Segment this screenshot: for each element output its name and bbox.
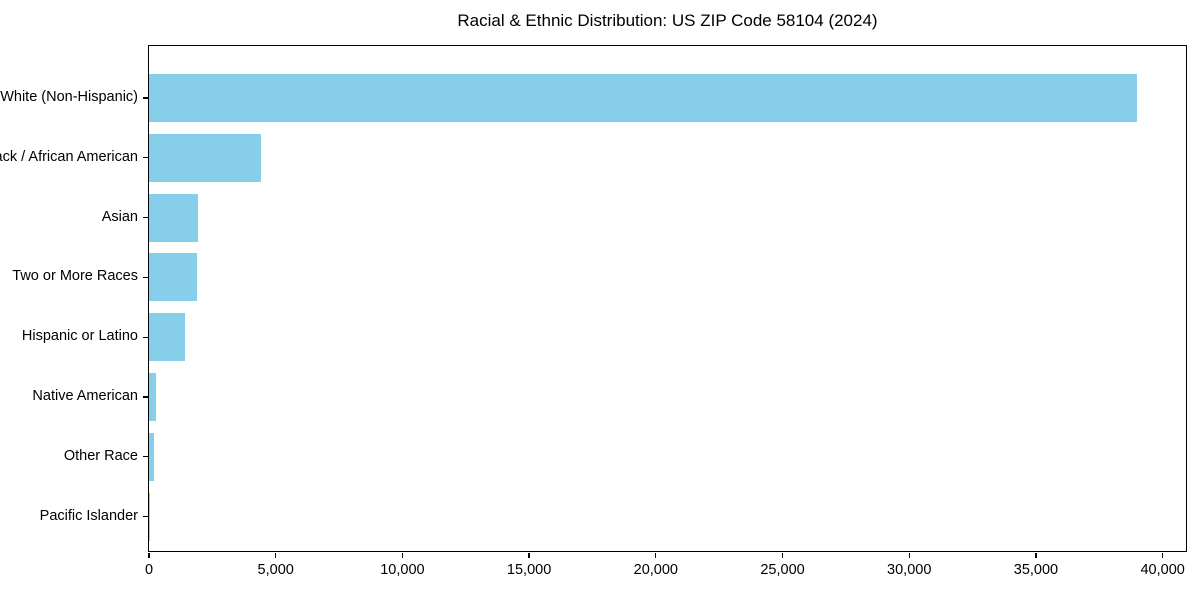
bar-native-american [149, 373, 157, 421]
x-axis-tick [655, 553, 657, 558]
x-tick-label: 10,000 [380, 562, 425, 578]
x-axis-tick [1162, 553, 1164, 558]
x-tick-label: 30,000 [887, 562, 932, 578]
y-tick-label: Two or More Races [12, 268, 138, 285]
x-axis-tick [401, 553, 404, 558]
bar-hispanic-or-latino [149, 313, 185, 362]
bar-two-or-more-races [149, 253, 198, 302]
bar-white-non-hispanic [149, 74, 1138, 122]
y-axis-tick [142, 396, 148, 398]
y-axis-tick [142, 276, 148, 279]
x-axis-tick [908, 553, 910, 558]
y-axis-tick [142, 216, 148, 219]
bar-asian [149, 193, 199, 242]
y-axis-tick [142, 456, 148, 458]
x-tick-label: 35,000 [1013, 562, 1059, 578]
x-axis-tick [148, 553, 150, 558]
y-tick-label: Other Race [63, 447, 138, 464]
x-tick-label: 40,000 [1140, 562, 1185, 578]
y-tick-label: Native American [32, 388, 138, 404]
y-axis-tick [142, 336, 148, 338]
x-axis-tick [528, 553, 530, 558]
y-tick-label: Asian [101, 208, 138, 225]
y-tick-label: Pacific Islander [39, 507, 138, 524]
x-tick-label: 5,000 [257, 562, 294, 578]
y-tick-label: Black / African American [0, 148, 138, 165]
x-tick-label: 25,000 [760, 562, 805, 578]
x-tick-label: 20,000 [633, 562, 679, 578]
plot-area: White (Non-Hispanic) Black / African Amer… [0, 45, 1187, 578]
y-tick-label: Hispanic or Latino [21, 328, 138, 345]
x-axis-tick [275, 553, 277, 558]
y-axis-tick [142, 97, 148, 99]
x-axis-tick [1035, 553, 1037, 558]
chart-title: Racial & Ethnic Distribution: US ZIP Cod… [457, 11, 878, 30]
x-axis-tick [781, 553, 784, 558]
x-tick-label: 0 [144, 562, 154, 578]
x-tick-label: 15,000 [506, 562, 552, 578]
bar-other-race [149, 432, 154, 481]
y-axis-tick [142, 515, 148, 518]
y-tick-label: White (Non-Hispanic) [0, 89, 138, 105]
bar-black-african-american [149, 133, 261, 182]
y-axis-tick [142, 157, 148, 159]
